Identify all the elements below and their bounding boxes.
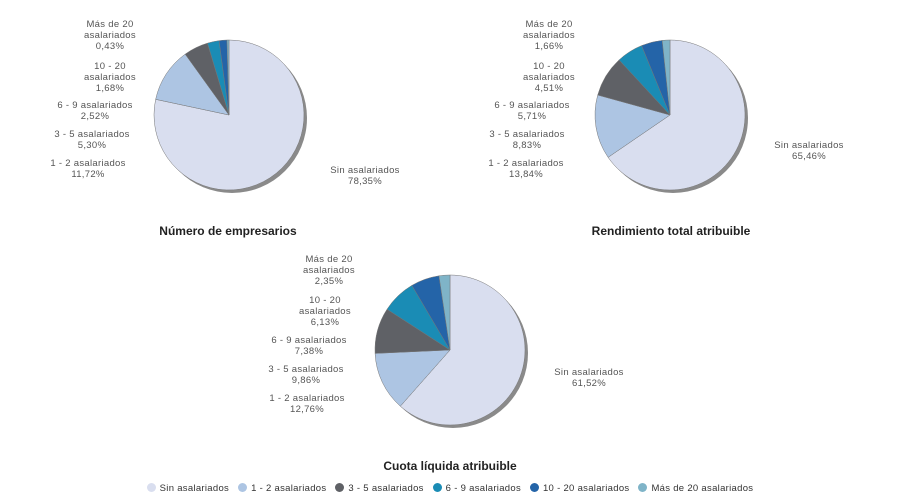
pie-slice[interactable] <box>438 274 451 351</box>
label-1-2: 1 - 2 asalariados 12,76% <box>269 393 345 415</box>
chart-title: Cuota líquida atribuible <box>383 459 517 473</box>
legend-item[interactable]: 3 - 5 asalariados <box>335 483 423 494</box>
legend-marker-icon <box>529 483 539 492</box>
pie-slice[interactable] <box>153 39 305 191</box>
legend-item[interactable]: 10 - 20 asalariados <box>529 483 630 494</box>
pie-slice[interactable] <box>399 274 526 426</box>
legend-marker-icon <box>238 483 248 492</box>
label-10-20: 10 - 20 asalariados 4,51% <box>523 61 575 94</box>
legend-item[interactable]: 6 - 9 asalariados <box>432 483 521 494</box>
label-6-9: 6 - 9 asalariados 5,71% <box>494 100 570 122</box>
label-3-5: 3 - 5 asalariados 5,30% <box>54 129 130 151</box>
legend: Sin asalariados 1 - 2 asalariados 3 - 5 … <box>0 483 900 494</box>
label-6-9: 6 - 9 asalariados 7,38% <box>271 335 347 357</box>
label-sin: Sin asalariados 61,52% <box>554 367 624 389</box>
label-mas20: Más de 20 asalariados 2,35% <box>303 254 355 287</box>
label-1-2: 1 - 2 asalariados 11,72% <box>50 158 126 180</box>
pie-slice[interactable] <box>607 39 746 191</box>
label-sin: Sin asalariados 65,46% <box>774 140 844 162</box>
label-mas20: Más de 20 asalariados 1,66% <box>523 19 575 52</box>
legend-marker-icon <box>335 483 345 492</box>
chart-title: Rendimiento total atribuible <box>591 224 751 238</box>
legend-marker-icon <box>146 483 156 492</box>
pie-slice[interactable] <box>594 94 671 158</box>
label-1-2: 1 - 2 asalariados 13,84% <box>488 158 564 180</box>
label-sin: Sin asalariados 78,35% <box>330 165 400 187</box>
label-10-20: 10 - 20 asalariados 6,13% <box>299 295 351 328</box>
label-mas20: Más de 20 asalariados 0,43% <box>84 19 136 52</box>
legend-marker-icon <box>432 483 442 492</box>
label-3-5: 3 - 5 asalariados 8,83% <box>489 129 565 151</box>
legend-item[interactable]: 1 - 2 asalariados <box>238 483 326 494</box>
chart-title: Número de empresarios <box>159 224 297 238</box>
legend-marker-icon <box>638 483 648 492</box>
pie-slice[interactable] <box>374 349 451 407</box>
label-6-9: 6 - 9 asalariados 2,52% <box>57 100 133 122</box>
legend-item[interactable]: Sin asalariados <box>146 483 229 494</box>
pie-slice[interactable] <box>661 39 671 116</box>
label-3-5: 3 - 5 asalariados 9,86% <box>268 364 344 386</box>
pie-slice[interactable] <box>226 39 230 116</box>
label-10-20: 10 - 20 asalariados 1,68% <box>84 61 136 94</box>
legend-item[interactable]: Más de 20 asalariados <box>638 483 753 494</box>
